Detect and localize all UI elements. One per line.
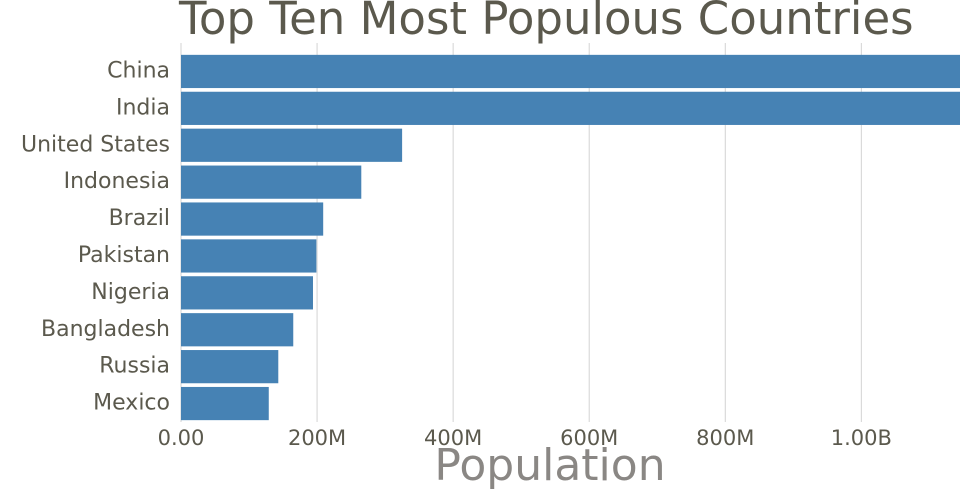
bar bbox=[181, 276, 313, 310]
x-axis-label: Population bbox=[434, 440, 665, 491]
chart-title: Top Ten Most Populous Countries bbox=[178, 0, 914, 45]
x-tick-label: 800M bbox=[696, 426, 754, 450]
bar bbox=[181, 202, 324, 236]
x-tick-label: 200M bbox=[288, 426, 346, 450]
y-tick-label: Pakistan bbox=[78, 243, 170, 268]
x-tick-label: 600M bbox=[560, 426, 618, 450]
bar bbox=[181, 386, 269, 421]
x-tick-label: 0.00 bbox=[158, 426, 205, 450]
bar bbox=[181, 54, 960, 89]
y-tick-label: Nigeria bbox=[91, 280, 170, 305]
y-tick-label: United States bbox=[21, 132, 170, 157]
bar bbox=[181, 128, 403, 162]
bar bbox=[181, 165, 362, 199]
x-tick-label: 400M bbox=[424, 426, 482, 450]
y-tick-label: Bangladesh bbox=[41, 317, 170, 342]
y-tick-label: Brazil bbox=[109, 206, 170, 231]
y-tick-label: Mexico bbox=[93, 391, 170, 416]
y-tick-label: Indonesia bbox=[64, 169, 170, 194]
bar bbox=[181, 350, 279, 384]
y-tick-label: China bbox=[107, 58, 170, 83]
y-tick-label: India bbox=[116, 95, 170, 120]
bar bbox=[181, 313, 294, 347]
x-tick-label: 1.00B bbox=[831, 426, 892, 450]
bar bbox=[181, 239, 317, 273]
bar bbox=[181, 91, 960, 125]
y-tick-label: Russia bbox=[99, 354, 170, 379]
